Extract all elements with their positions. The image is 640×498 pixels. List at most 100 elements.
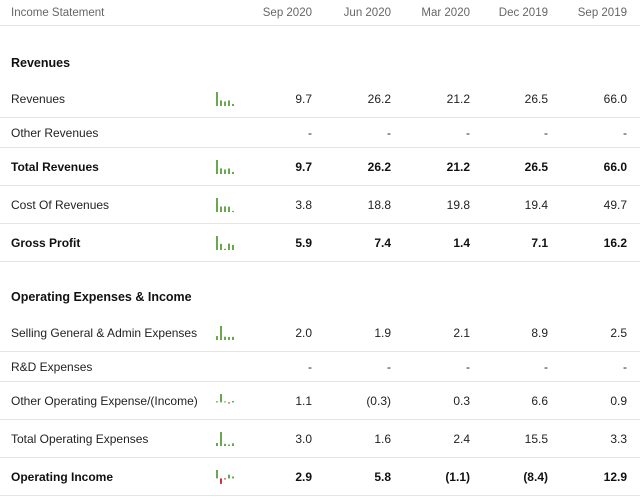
sparkline-bar (228, 444, 230, 446)
value-cell: - (466, 125, 470, 140)
table-row[interactable]: Total Revenues 9.7 26.2 21.2 26.5 66.0 (0, 148, 640, 186)
value-cell: 2.4 (453, 431, 470, 446)
value-cell: 0.9 (610, 393, 627, 408)
sparkline-chart[interactable] (215, 80, 235, 117)
sparkline-bar (220, 100, 222, 106)
value-cell: 1.6 (374, 431, 391, 446)
period-header[interactable]: Mar 2020 (421, 6, 470, 19)
period-header[interactable]: Dec 2019 (498, 6, 548, 19)
sparkline-svg (216, 394, 234, 404)
sparkline-bar (216, 470, 218, 479)
sparkline-bar (232, 476, 234, 479)
sparkline-bar (224, 478, 226, 480)
value-cell: - (544, 359, 548, 374)
section-title: Revenues (11, 56, 71, 70)
sparkline-bar (228, 337, 230, 340)
sparkline-bar (224, 101, 226, 106)
value-cell: 1.4 (453, 235, 470, 250)
table-row[interactable]: Total Operating Expenses 3.0 1.6 2.4 15.… (0, 420, 640, 458)
value-cell: 7.4 (374, 235, 391, 250)
sparkline-svg (216, 198, 234, 212)
sparkline-bar (232, 443, 234, 446)
value-cell: 19.4 (524, 197, 548, 212)
row-label: Other Operating Expense/(Income) (11, 393, 198, 408)
sparkline-bar (216, 401, 218, 403)
row-label: Total Revenues (11, 159, 99, 174)
sparkline-bar (232, 336, 234, 340)
sparkline-svg (216, 160, 234, 174)
sparkline-bar (220, 394, 222, 403)
table-row[interactable]: Operating Income 2.9 5.8 (1.1) (8.4) 12.… (0, 458, 640, 496)
sparkline-bar (232, 103, 234, 106)
sparkline-chart[interactable] (215, 148, 235, 185)
sparkline-bar (232, 244, 234, 250)
value-cell: 7.1 (531, 235, 548, 250)
value-cell: 26.2 (367, 91, 391, 106)
sparkline-bar (220, 206, 222, 212)
value-cell: 1.9 (374, 325, 391, 340)
period-header[interactable]: Sep 2020 (262, 6, 312, 19)
period-header[interactable]: Jun 2020 (343, 6, 391, 19)
sparkline-chart[interactable] (215, 420, 235, 457)
sparkline-svg (216, 326, 234, 340)
value-cell: - (387, 359, 391, 374)
value-cell: - (466, 359, 470, 374)
sparkline-bar (224, 443, 226, 446)
table-row[interactable]: Revenues 9.7 26.2 21.2 26.5 66.0 (0, 80, 640, 118)
sparkline-bar (232, 171, 234, 174)
sparkline-svg (216, 470, 234, 484)
row-label: Cost Of Revenues (11, 197, 110, 212)
table-header: Income Statement Sep 2020 Jun 2020 Mar 2… (0, 0, 640, 26)
value-cell: 15.5 (524, 431, 548, 446)
sparkline-chart[interactable] (215, 382, 235, 419)
value-cell: - (387, 125, 391, 140)
row-label: Total Operating Expenses (11, 431, 149, 446)
value-cell: 5.9 (295, 235, 312, 250)
table-title: Income Statement (11, 6, 105, 19)
value-cell: 3.8 (295, 197, 312, 212)
sparkline-svg (216, 236, 234, 250)
value-cell: 0.3 (453, 393, 470, 408)
sparkline-bar (232, 210, 234, 212)
value-cell: - (623, 359, 627, 374)
table-row[interactable]: Cost Of Revenues 3.8 18.8 19.8 19.4 49.7 (0, 186, 640, 224)
sparkline-bar (228, 168, 230, 174)
value-cell: 3.3 (610, 431, 627, 446)
sparkline-chart[interactable] (215, 314, 235, 351)
value-cell: 2.1 (453, 325, 470, 340)
value-cell: (8.4) (523, 469, 548, 484)
sparkline-bar (216, 443, 218, 446)
period-header[interactable]: Sep 2019 (577, 6, 627, 19)
sparkline-bar (228, 100, 230, 106)
value-cell: - (623, 125, 627, 140)
value-cell: - (544, 125, 548, 140)
value-cell: 6.6 (531, 393, 548, 408)
table-row[interactable]: Other Revenues - - - - - (0, 118, 640, 148)
sparkline-bar (216, 336, 218, 340)
value-cell: 9.7 (295, 91, 312, 106)
value-cell: (0.3) (366, 393, 391, 408)
table-row[interactable]: Selling General & Admin Expenses 2.0 1.9… (0, 314, 640, 352)
table-row[interactable]: Gross Profit 5.9 7.4 1.4 7.1 16.2 (0, 224, 640, 262)
table-row[interactable]: R&D Expenses - - - - - (0, 352, 640, 382)
value-cell: 12.9 (603, 469, 627, 484)
value-cell: 18.8 (367, 197, 391, 212)
sparkline-bar (220, 432, 222, 446)
sparkline-bar (224, 401, 226, 403)
section-header-operating: Operating Expenses & Income (0, 282, 640, 312)
value-cell: 2.0 (295, 325, 312, 340)
sparkline-bar (220, 168, 222, 174)
sparkline-bar (224, 206, 226, 212)
sparkline-bar (216, 160, 218, 174)
sparkline-chart[interactable] (215, 224, 235, 261)
sparkline-chart[interactable] (215, 458, 235, 495)
row-label: Operating Income (11, 469, 114, 484)
table-row[interactable]: Other Operating Expense/(Income) 1.1 (0.… (0, 382, 640, 420)
value-cell: (1.1) (445, 469, 470, 484)
sparkline-chart[interactable] (215, 186, 235, 223)
value-cell: 21.2 (446, 159, 470, 174)
value-cell: 26.5 (524, 159, 548, 174)
sparkline-bar (228, 402, 230, 404)
sparkline-bar (224, 248, 226, 250)
